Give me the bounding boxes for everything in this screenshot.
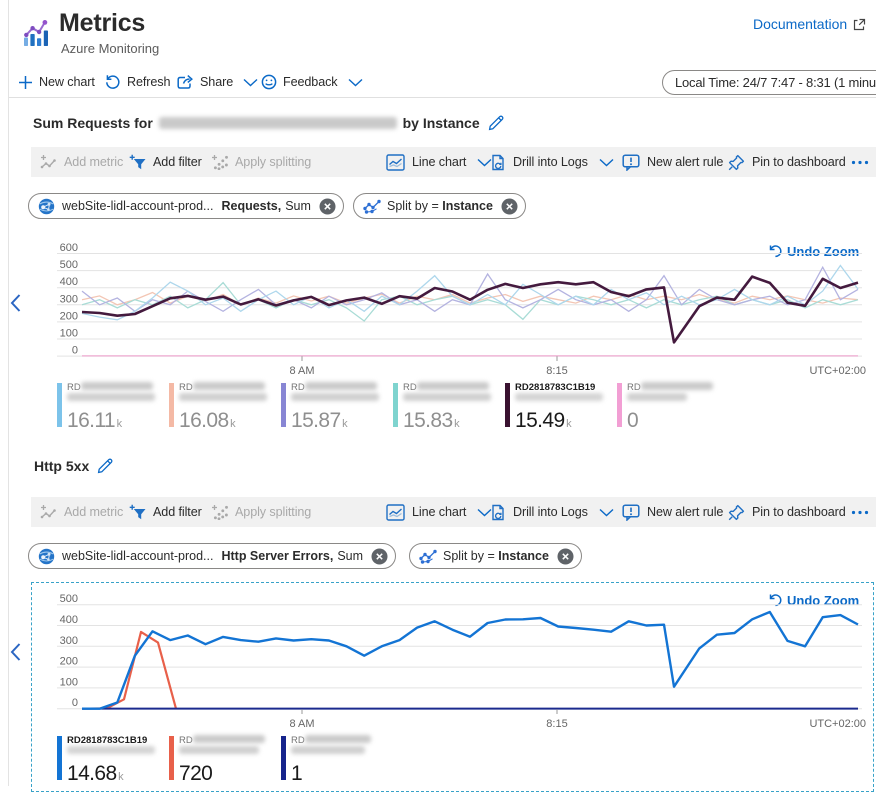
svg-text:400: 400 bbox=[60, 276, 78, 288]
svg-text:8 AM: 8 AM bbox=[289, 365, 314, 377]
svg-text:0: 0 bbox=[72, 697, 78, 709]
svg-text:600: 600 bbox=[60, 242, 78, 254]
svg-text:100: 100 bbox=[60, 328, 78, 340]
svg-text:300: 300 bbox=[60, 293, 78, 305]
svg-text:8:15: 8:15 bbox=[546, 365, 567, 377]
svg-text:UTC+02:00: UTC+02:00 bbox=[809, 718, 866, 730]
svg-text:8:15: 8:15 bbox=[546, 718, 567, 730]
svg-text:400: 400 bbox=[60, 614, 78, 626]
svg-text:UTC+02:00: UTC+02:00 bbox=[809, 365, 866, 377]
svg-text:200: 200 bbox=[60, 310, 78, 322]
svg-text:100: 100 bbox=[60, 676, 78, 688]
svg-text:500: 500 bbox=[60, 259, 78, 271]
svg-text:8 AM: 8 AM bbox=[289, 718, 314, 730]
svg-text:200: 200 bbox=[60, 656, 78, 668]
svg-text:300: 300 bbox=[60, 635, 78, 647]
svg-text:500: 500 bbox=[60, 593, 78, 605]
svg-text:0: 0 bbox=[72, 345, 78, 357]
